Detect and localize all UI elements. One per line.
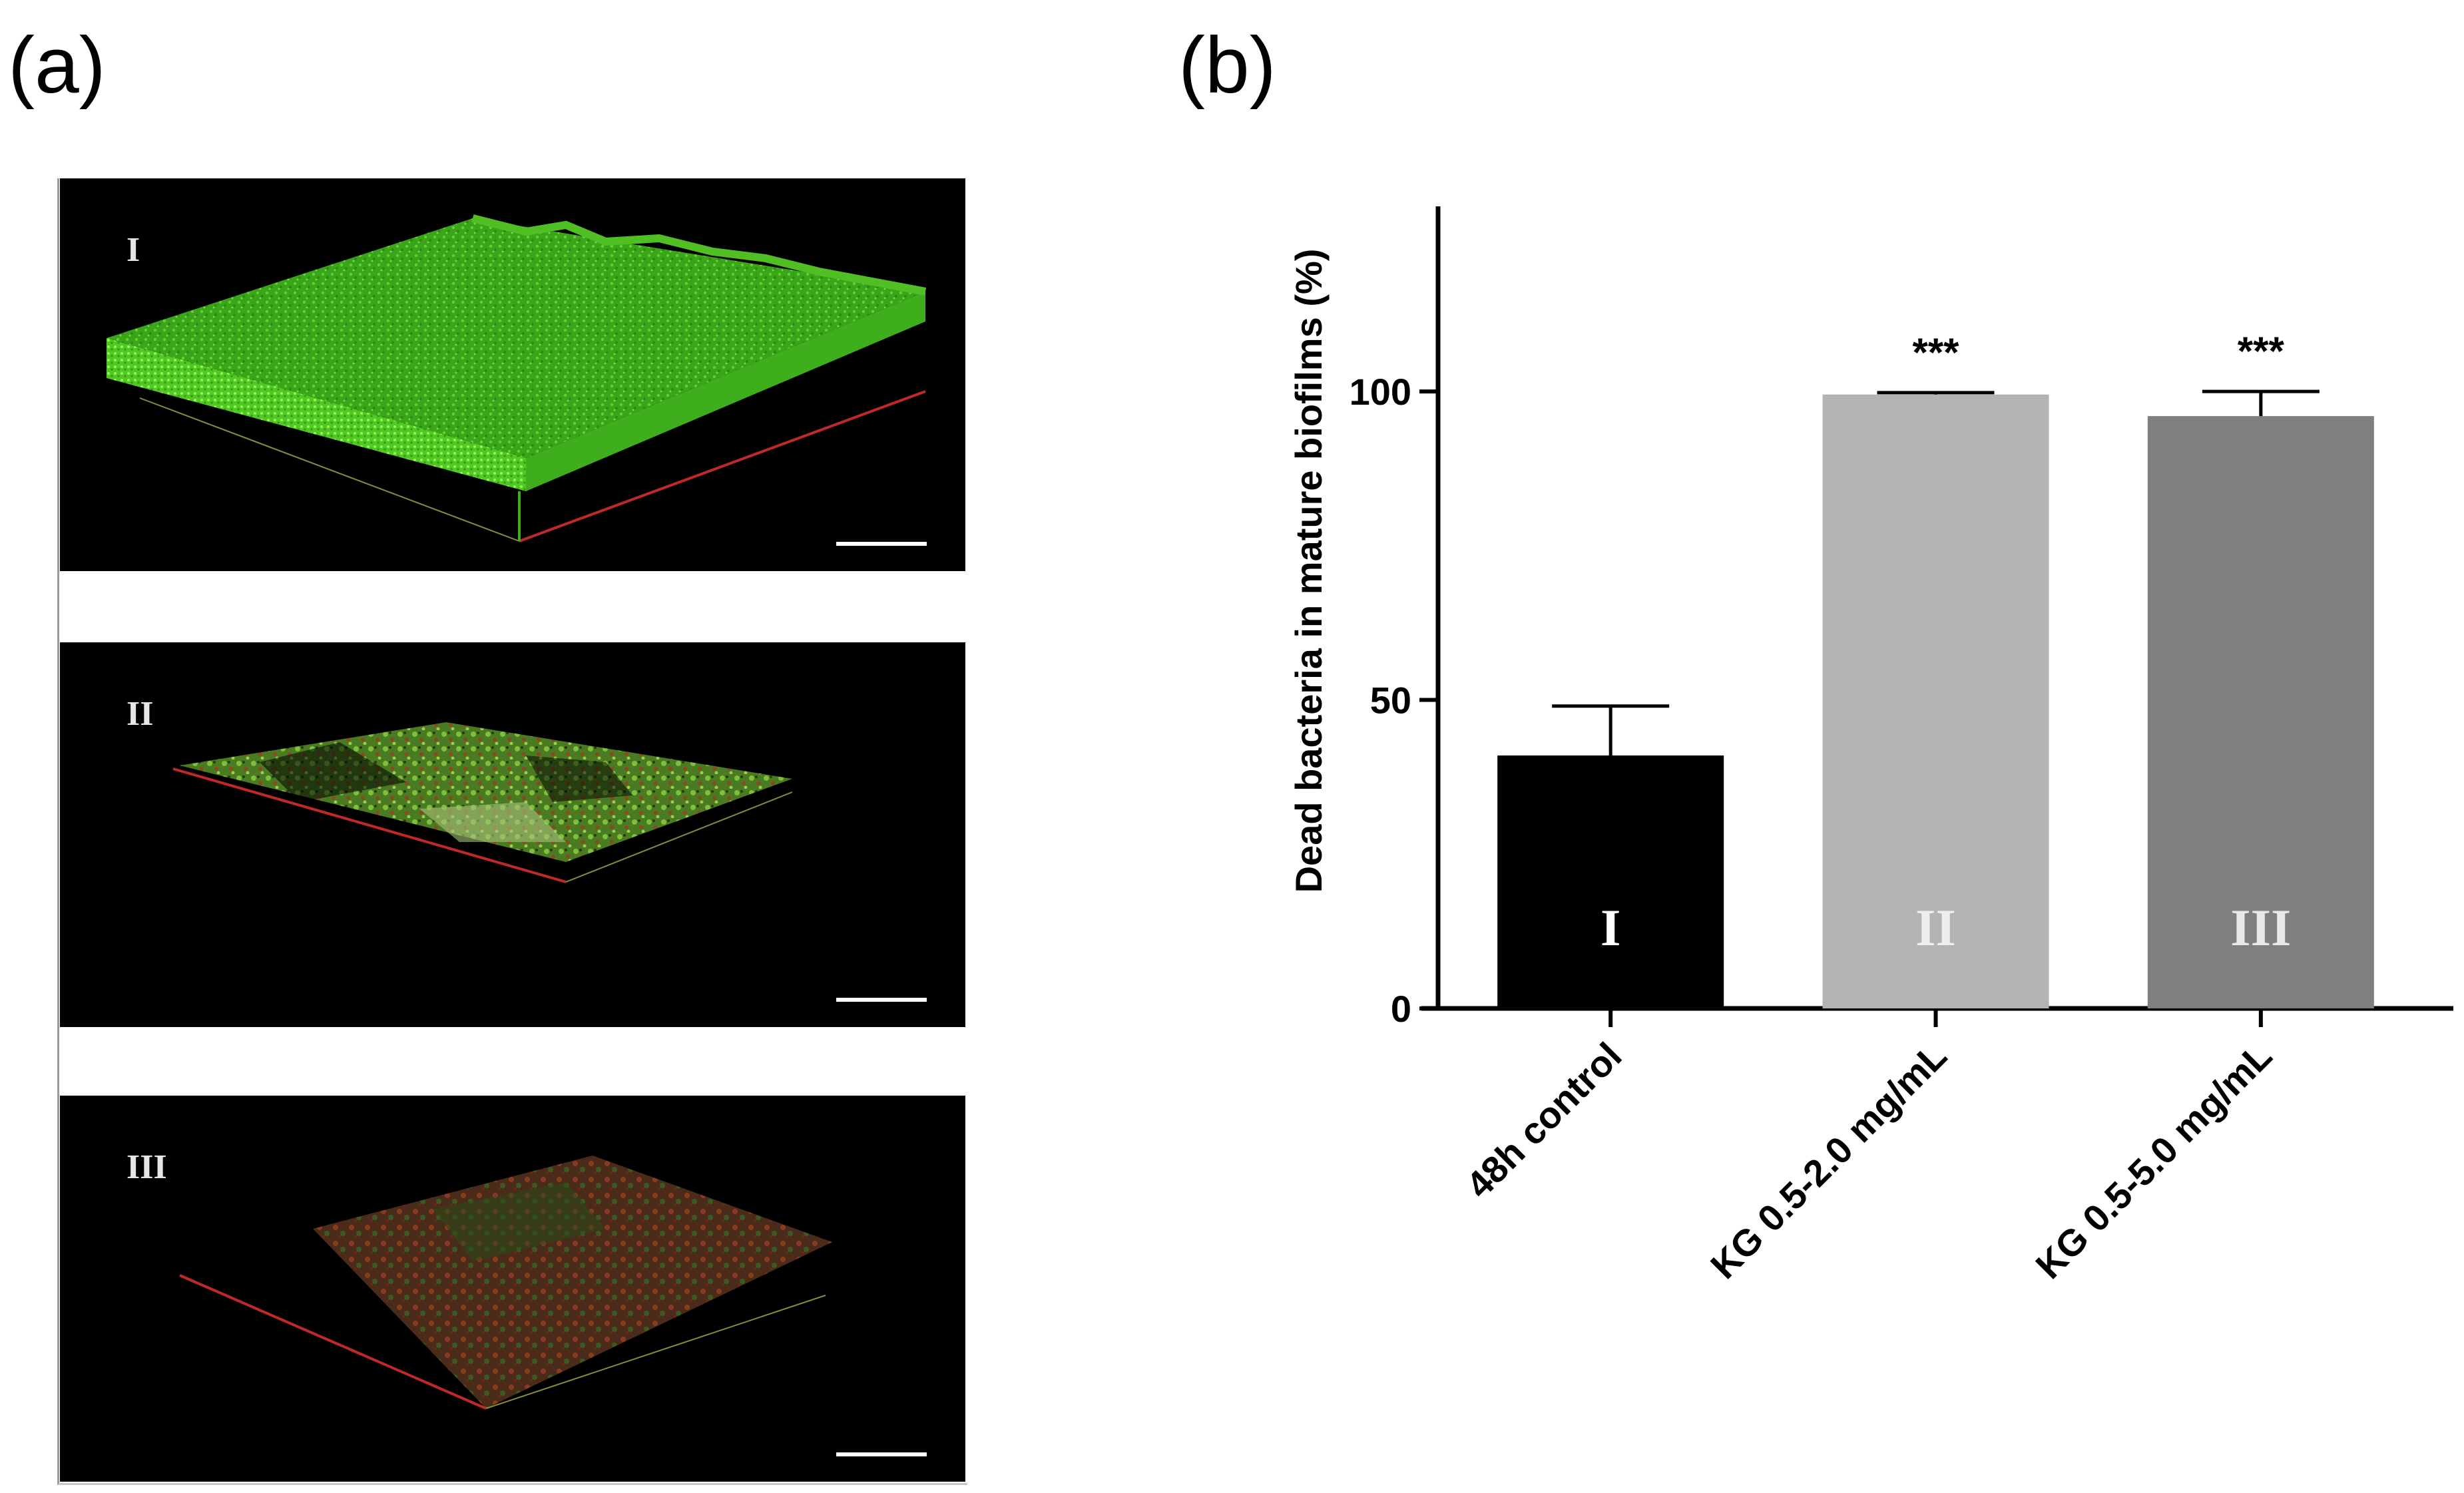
bar-chart: 0 50 100 Dead bacteria in mature biofilms (… <box>1288 206 2453 1287</box>
image-frame <box>57 178 967 1485</box>
bar-label: III <box>2230 899 2291 957</box>
bar-label: II <box>1915 899 1956 957</box>
x-tick-label: KG 0.5-5.0 mg/mL <box>2027 1034 2280 1287</box>
bar <box>1497 755 1724 1008</box>
y-tick-label: 50 <box>1370 680 1411 722</box>
scale-bar-3 <box>836 1452 927 1456</box>
y-tick-label: 100 <box>1350 371 1411 413</box>
panel-b-label: (b) <box>1178 21 1276 110</box>
x-tick-label: KG 0.5-2.0 mg/mL <box>1702 1034 1955 1287</box>
microscopy-image-3: III <box>60 1096 965 1482</box>
significance-marker: *** <box>2238 329 2285 373</box>
image-label-1: I <box>126 231 140 269</box>
scale-bar-2 <box>836 998 927 1002</box>
image-label-3: III <box>126 1148 167 1186</box>
y-tick-label: 0 <box>1391 988 1411 1030</box>
panel-a-label: (a) <box>8 21 106 110</box>
biofilm-render-2 <box>172 722 793 883</box>
scale-bar-1 <box>836 542 927 546</box>
biofilm-render-3 <box>179 1156 832 1410</box>
y-axis-title: Dead bacteria in mature biofilms (%) <box>1288 249 1330 893</box>
microscopy-image-2: II <box>60 642 965 1027</box>
bar <box>1822 394 2049 1008</box>
bar-label: I <box>1601 899 1620 957</box>
biofilm-render-1 <box>107 214 927 542</box>
x-tick-label: 48h control <box>1458 1034 1630 1206</box>
bar <box>2147 416 2374 1008</box>
significance-marker: *** <box>1912 330 1959 375</box>
microscopy-image-1: I <box>60 178 965 571</box>
image-label-2: II <box>126 695 154 733</box>
